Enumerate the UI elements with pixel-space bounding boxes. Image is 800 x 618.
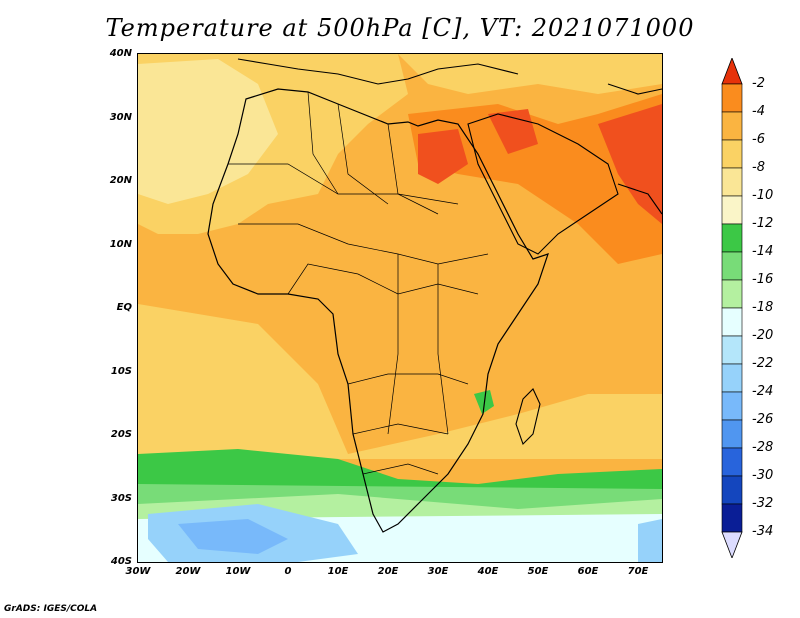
colorbar-label: -14 bbox=[752, 244, 774, 259]
colorbar-segment bbox=[721, 419, 743, 449]
colorbar-segment bbox=[721, 279, 743, 309]
south-ocean-mild-region bbox=[138, 304, 662, 459]
colorbar-label: -24 bbox=[752, 384, 774, 399]
colorbar-segment bbox=[721, 167, 743, 197]
country-borders bbox=[228, 91, 489, 475]
colorbar-segment bbox=[721, 307, 743, 337]
colorbar-label: -4 bbox=[752, 104, 765, 119]
colorbar-segment bbox=[721, 195, 743, 225]
longitude-label: 10E bbox=[327, 566, 349, 577]
colorbar-label: -28 bbox=[752, 440, 774, 455]
blue-patch-east bbox=[638, 519, 662, 562]
latitude-label: 10S bbox=[110, 365, 132, 377]
colorbar-segment bbox=[721, 251, 743, 281]
colorbar-top-arrow bbox=[721, 58, 743, 85]
colorbar-label: -26 bbox=[752, 412, 774, 427]
longitude-label: 0 bbox=[284, 566, 292, 577]
colorbar-bottom-arrow bbox=[721, 531, 743, 558]
mediterranean-warm-region bbox=[398, 54, 662, 94]
latitude-label: 30N bbox=[109, 111, 132, 123]
latitude-label: 40S bbox=[110, 556, 132, 567]
latitude-label: 20S bbox=[110, 429, 132, 440]
colorbar-segment bbox=[721, 363, 743, 393]
colorbar-segment bbox=[721, 111, 743, 141]
longitude-label: 20E bbox=[377, 566, 399, 577]
colorbar-segment bbox=[721, 335, 743, 365]
colorbar-label: -34 bbox=[752, 524, 774, 539]
colorbar-label: -30 bbox=[752, 468, 774, 483]
credit-text: GrADS: IGES/COLA bbox=[4, 604, 98, 614]
latitude-label: 40N bbox=[109, 48, 132, 59]
colorbar-label: -8 bbox=[752, 160, 765, 175]
longitude-label: 30W bbox=[125, 566, 151, 577]
arabia-hot-spot bbox=[488, 109, 538, 154]
longitude-label: 50E bbox=[527, 566, 549, 577]
colorbar-segment bbox=[721, 223, 743, 253]
madagascar-coastline bbox=[515, 388, 541, 446]
colorbar-label: -6 bbox=[752, 132, 765, 147]
colorbar-segment bbox=[721, 503, 743, 533]
latitude-label: 30S bbox=[110, 492, 132, 504]
colorbar-label: -18 bbox=[752, 300, 774, 315]
colorbar-label: -16 bbox=[752, 272, 774, 287]
colorbar-segment bbox=[721, 447, 743, 477]
colorbar bbox=[721, 58, 743, 558]
longitude-label: 30E bbox=[427, 566, 449, 577]
longitude-label: 60E bbox=[577, 566, 599, 577]
colorbar-label: -2 bbox=[752, 76, 765, 91]
arabia-coastline bbox=[467, 113, 619, 255]
longitude-label: 70E bbox=[627, 566, 649, 577]
colorbar-segment bbox=[721, 475, 743, 505]
latitude-label: 10N bbox=[109, 238, 132, 250]
colorbar-label: -10 bbox=[752, 188, 774, 203]
iran-hottest-region bbox=[598, 104, 662, 224]
colorbar-label: -20 bbox=[752, 328, 774, 343]
temperature-map bbox=[138, 54, 662, 562]
colorbar-label: -12 bbox=[752, 216, 774, 231]
blue-patch-deep bbox=[178, 519, 288, 554]
longitude-label: 40E bbox=[477, 566, 499, 577]
africa-coastline bbox=[207, 88, 549, 533]
colorbar-segment bbox=[721, 139, 743, 169]
sahara-cool-region bbox=[138, 59, 278, 204]
longitude-label: 10W bbox=[225, 566, 251, 577]
egypt-hottest-region bbox=[418, 129, 468, 184]
colorbar-segment bbox=[721, 83, 743, 113]
europe-coastline bbox=[237, 58, 519, 85]
colorbar-label: -22 bbox=[752, 356, 774, 371]
map-title: Temperature at 500hPa [C], VT: 202107100… bbox=[105, 14, 695, 42]
asia-coastline bbox=[607, 83, 662, 215]
map-frame bbox=[137, 53, 663, 563]
colorbar-segment bbox=[721, 391, 743, 421]
latitude-label: 20N bbox=[109, 175, 132, 186]
longitude-label: 20W bbox=[175, 566, 201, 577]
latitude-label: EQ bbox=[116, 302, 132, 313]
colorbar-label: -32 bbox=[752, 496, 774, 511]
